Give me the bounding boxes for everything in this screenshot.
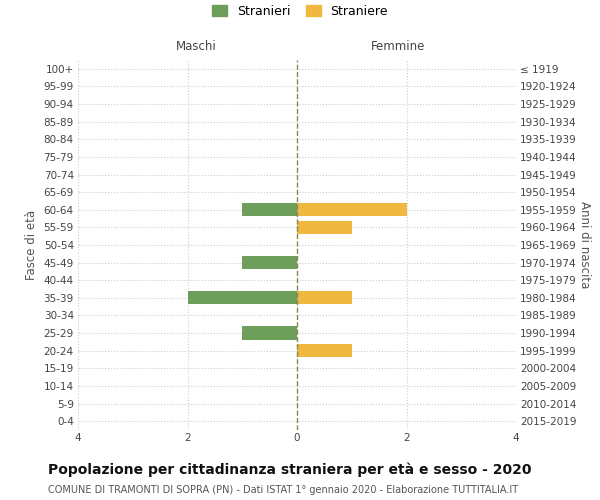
Y-axis label: Fasce di età: Fasce di età (25, 210, 38, 280)
Bar (297, 203, 407, 216)
Bar (297, 344, 352, 358)
Bar (187, 291, 297, 304)
Bar (242, 256, 297, 269)
Text: Maschi: Maschi (176, 40, 217, 52)
Bar (297, 291, 352, 304)
Text: Popolazione per cittadinanza straniera per età e sesso - 2020: Popolazione per cittadinanza straniera p… (48, 462, 532, 477)
Bar (242, 326, 297, 340)
Bar (297, 221, 352, 234)
Y-axis label: Anni di nascita: Anni di nascita (578, 202, 591, 288)
Text: COMUNE DI TRAMONTI DI SOPRA (PN) - Dati ISTAT 1° gennaio 2020 - Elaborazione TUT: COMUNE DI TRAMONTI DI SOPRA (PN) - Dati … (48, 485, 518, 495)
Text: Femmine: Femmine (371, 40, 425, 52)
Legend: Stranieri, Straniere: Stranieri, Straniere (208, 1, 392, 21)
Bar (242, 203, 297, 216)
